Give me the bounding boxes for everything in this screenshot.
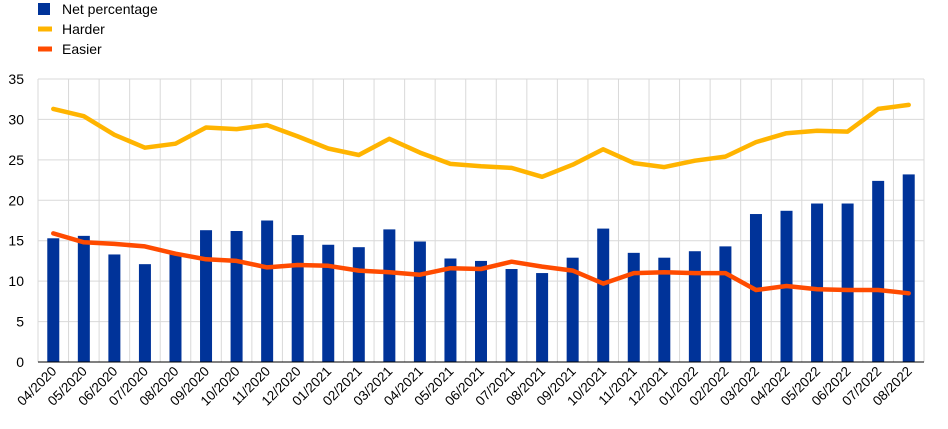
legend-swatch-bar [38,3,50,15]
bar-net-percentage [597,228,610,362]
y-tick-label: 25 [8,152,24,168]
bar-net-percentage [169,253,182,362]
bar-net-percentage [719,246,732,362]
legend-swatch-line [38,26,52,32]
bar-net-percentage [627,252,640,362]
line-series [51,102,911,296]
bar-net-percentage [383,229,396,362]
bar-net-percentage [811,203,824,362]
bar-net-percentage [475,260,487,362]
bar-net-percentage [230,231,243,362]
y-tick-label: 0 [16,354,24,370]
line-harder [51,102,911,180]
bar-net-percentage [261,220,274,362]
y-tick-label: 10 [8,273,24,289]
legend: Net percentage Harder Easier [38,1,158,57]
bar-net-percentage [322,244,335,362]
x-axis-ticks: 04/202005/202006/202007/202008/202009/20… [14,364,915,409]
legend-swatch-line [38,46,52,52]
bar-net-percentage [138,264,151,362]
bar-net-percentage [902,174,915,362]
y-tick-label: 15 [8,233,24,249]
y-tick-label: 20 [8,192,24,208]
bar-net-percentage [352,247,365,362]
legend-label: Easier [62,41,102,57]
bar-net-percentage [536,273,549,362]
bar-net-percentage [47,238,60,362]
y-tick-label: 30 [8,111,24,127]
bar-net-percentage [444,258,457,362]
bar-net-percentage [688,251,701,362]
y-tick-label: 35 [8,71,24,87]
y-axis-ticks: 0 5 10 15 20 25 30 35 [8,71,24,370]
bar-net-percentage [658,257,671,362]
grid [37,78,925,362]
line-easier [51,231,911,296]
bar-net-percentage [841,203,854,362]
bar-net-percentage [505,269,518,362]
bar-net-percentage [291,235,304,362]
bar-net-percentage [200,230,213,362]
bar-net-percentage [872,180,885,362]
y-tick-label: 5 [16,314,24,330]
bar-net-percentage [566,257,579,362]
legend-label: Harder [62,21,105,37]
bar-net-percentage [108,254,121,362]
bar-net-percentage [413,241,426,362]
bar-net-percentage [77,235,90,362]
legend-label: Net percentage [62,1,158,17]
